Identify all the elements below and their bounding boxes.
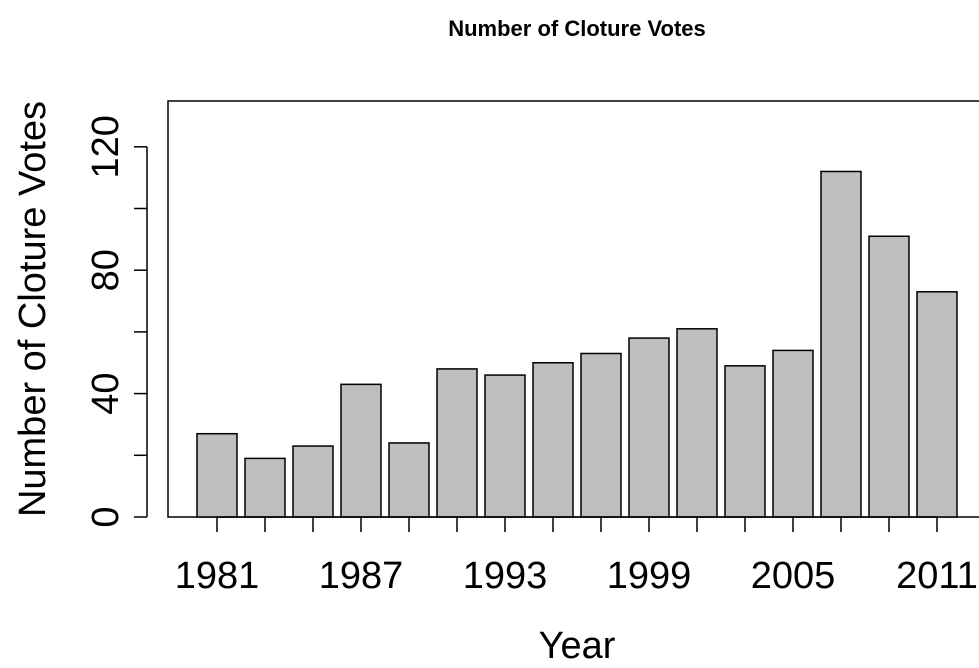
bar-2009 bbox=[868, 235, 910, 518]
y-tick-label: 0 bbox=[85, 506, 127, 527]
bar-1985 bbox=[292, 445, 334, 518]
bar-1989 bbox=[388, 442, 430, 518]
bar-1981 bbox=[196, 432, 238, 518]
bar-1997 bbox=[580, 352, 622, 518]
x-tick-label: 2005 bbox=[751, 555, 836, 597]
bar-2005 bbox=[772, 349, 814, 518]
bar-2001 bbox=[676, 328, 718, 518]
x-tick-label: 1999 bbox=[607, 555, 692, 597]
x-axis: 1981 1987 1993 1999 2005 2011 bbox=[175, 516, 978, 597]
bars-group bbox=[196, 170, 958, 518]
y-tick-label: 120 bbox=[85, 115, 127, 178]
chart-title: Number of Cloture Votes bbox=[448, 16, 706, 41]
bar-1991 bbox=[436, 368, 478, 518]
x-tick-label: 1981 bbox=[175, 555, 260, 597]
x-tick-label: 1993 bbox=[463, 555, 548, 597]
x-tick-label: 2011 bbox=[896, 555, 978, 597]
bar-1995 bbox=[532, 362, 574, 518]
bar-2007 bbox=[820, 170, 862, 518]
bar-1999 bbox=[628, 337, 670, 518]
y-tick-label: 40 bbox=[85, 372, 127, 414]
bar-2003 bbox=[724, 365, 766, 518]
bar-1983 bbox=[244, 457, 286, 518]
y-axis: 0 40 80 120 bbox=[85, 115, 148, 528]
bar-1987 bbox=[340, 383, 382, 518]
x-axis-label: Year bbox=[539, 625, 616, 667]
bar-1993 bbox=[484, 374, 526, 518]
bar-2011 bbox=[916, 291, 958, 518]
y-tick-label: 80 bbox=[85, 249, 127, 291]
x-tick-label: 1987 bbox=[319, 555, 404, 597]
y-axis-label: Number of Cloture Votes bbox=[12, 101, 54, 517]
